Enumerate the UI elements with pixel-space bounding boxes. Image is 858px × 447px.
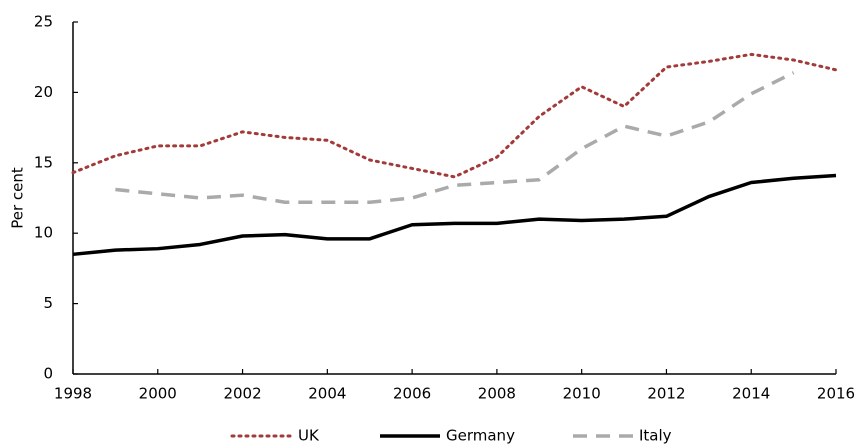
y-tick-label: 20 bbox=[34, 83, 53, 101]
x-tick-label: 2002 bbox=[223, 385, 261, 403]
x-tick-label: 2004 bbox=[308, 385, 346, 403]
x-tick-label: 2012 bbox=[647, 385, 685, 403]
x-tick-label: 2006 bbox=[393, 385, 431, 403]
x-tick-label: 2010 bbox=[563, 385, 601, 403]
y-tick-label: 5 bbox=[43, 294, 53, 312]
x-tick-label: 2016 bbox=[817, 385, 855, 403]
x-tick-label: 1998 bbox=[54, 385, 92, 403]
legend-label: Italy bbox=[639, 427, 672, 445]
series-line bbox=[71, 52, 838, 179]
y-tick-label: 15 bbox=[34, 153, 53, 171]
legend-label: Germany bbox=[446, 427, 515, 445]
x-tick-label: 2008 bbox=[478, 385, 516, 403]
x-tick-label: 2014 bbox=[732, 385, 770, 403]
legend-label: UK bbox=[298, 427, 320, 445]
y-tick-label: 10 bbox=[34, 224, 53, 242]
x-tick-label: 2000 bbox=[139, 385, 177, 403]
series-line bbox=[115, 71, 795, 204]
y-tick-label: 25 bbox=[34, 13, 53, 31]
y-axis-label: Per cent bbox=[9, 167, 27, 229]
y-tick-label: 0 bbox=[43, 365, 53, 383]
series-line bbox=[72, 173, 837, 257]
